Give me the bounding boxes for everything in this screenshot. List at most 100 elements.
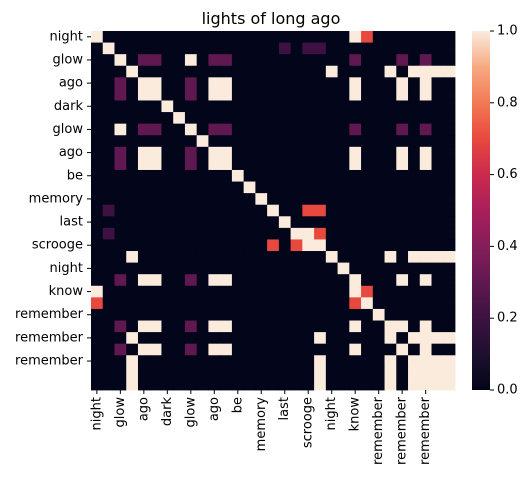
heatmap-cell [408, 251, 421, 264]
heatmap-cell [149, 355, 162, 368]
heatmap-cell [419, 54, 432, 67]
heatmap-cell [173, 193, 186, 206]
heatmap-cell [184, 343, 198, 356]
heatmap-cell [372, 88, 385, 101]
y-tick-label: remember [15, 354, 84, 369]
heatmap-cell [302, 123, 315, 136]
heatmap-cell [137, 227, 151, 240]
heatmap-cell [337, 320, 350, 333]
heatmap-cell [408, 112, 421, 125]
heatmap-cell [102, 285, 115, 298]
heatmap-cell [243, 193, 256, 206]
heatmap-cell [255, 343, 268, 356]
heatmap-cell [314, 169, 327, 182]
heatmap-cell [290, 227, 303, 240]
heatmap-cell [126, 274, 139, 287]
heatmap-cell [231, 88, 245, 101]
colorbar-tick-label: 0.2 [497, 311, 518, 326]
heatmap-cell [396, 378, 409, 391]
heatmap-cell [302, 135, 315, 148]
heatmap-cell [91, 193, 104, 206]
heatmap-cell [137, 88, 151, 101]
heatmap-cell [184, 355, 198, 368]
heatmap-cell [267, 146, 280, 159]
heatmap-cell [137, 65, 151, 78]
heatmap-cell [290, 54, 303, 67]
heatmap-cell [149, 274, 162, 287]
heatmap-cell [184, 77, 198, 90]
heatmap-cell [114, 308, 127, 321]
heatmap-cell [290, 332, 303, 345]
heatmap-cell [361, 262, 374, 275]
heatmap-cell [243, 31, 256, 43]
heatmap-cell [220, 297, 233, 310]
heatmap-cell [278, 262, 292, 275]
heatmap-cell [396, 65, 409, 78]
heatmap-cell [337, 146, 350, 159]
heatmap-cell [114, 216, 127, 229]
heatmap-cell [196, 274, 209, 287]
heatmap-cell [255, 146, 268, 159]
heatmap-cell [196, 355, 209, 368]
heatmap-cell [396, 239, 409, 252]
heatmap-cell [267, 378, 280, 391]
heatmap-cell [325, 297, 338, 310]
heatmap-cell [114, 262, 127, 275]
heatmap-cell [231, 251, 245, 264]
heatmap-cell [290, 251, 303, 264]
heatmap-cell [314, 77, 327, 90]
heatmap-cell [384, 285, 397, 298]
heatmap-cell [149, 320, 162, 333]
heatmap-cell [290, 239, 303, 252]
heatmap-cell [419, 216, 432, 229]
heatmap-cell [361, 88, 374, 101]
heatmap-cell [184, 135, 198, 148]
heatmap-cell [102, 193, 115, 206]
heatmap-cell [302, 42, 315, 55]
heatmap-cell [325, 193, 338, 206]
heatmap-cell [267, 343, 280, 356]
heatmap-cell [231, 216, 245, 229]
heatmap-cell [337, 366, 350, 379]
heatmap-cell [443, 77, 456, 90]
heatmap-cell [137, 31, 151, 43]
heatmap-cell [184, 158, 198, 171]
heatmap-cell [314, 239, 327, 252]
heatmap-cell [349, 227, 362, 240]
x-tick-label: glow [113, 397, 128, 428]
heatmap-cell [314, 274, 327, 287]
heatmap-cell [431, 42, 444, 55]
x-tick-label: remember [371, 396, 386, 465]
heatmap-cell [196, 135, 209, 148]
heatmap-cell [161, 355, 174, 368]
heatmap-cell [384, 262, 397, 275]
heatmap-cell [302, 77, 315, 90]
heatmap-cell [372, 112, 385, 125]
heatmap-cell [384, 158, 397, 171]
heatmap-cell [325, 378, 338, 391]
heatmap-cell [372, 54, 385, 67]
heatmap-cell [384, 204, 397, 217]
heatmap-cell [384, 343, 397, 356]
heatmap-cell [431, 181, 444, 194]
heatmap-cell [302, 158, 315, 171]
heatmap-cell [361, 42, 374, 55]
y-tick-label: know [49, 284, 84, 299]
heatmap-cell [102, 378, 115, 391]
heatmap-cell [126, 135, 139, 148]
heatmap-cell [349, 216, 362, 229]
heatmap-cell [149, 251, 162, 264]
heatmap-cell [184, 146, 198, 159]
heatmap-cell [149, 42, 162, 55]
heatmap-cell [255, 31, 268, 43]
heatmap-cell [443, 123, 456, 136]
heatmap-cell [419, 285, 432, 298]
heatmap-cell [419, 135, 432, 148]
heatmap-cell [278, 123, 292, 136]
heatmap-cell [325, 285, 338, 298]
heatmap-cell [408, 297, 421, 310]
heatmap-cell [349, 54, 362, 67]
heatmap-cell [396, 193, 409, 206]
heatmap-cell [290, 181, 303, 194]
heatmap-cell [396, 308, 409, 321]
